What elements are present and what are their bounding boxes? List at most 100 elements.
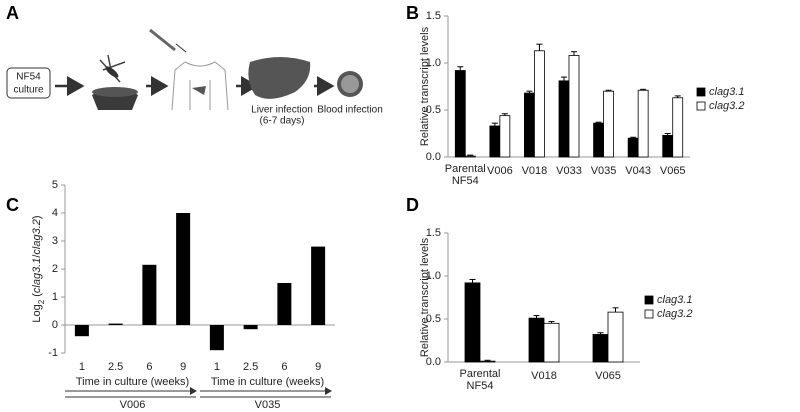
x-tick-label: V043 bbox=[625, 165, 651, 177]
bar bbox=[607, 311, 624, 363]
error-bar bbox=[526, 90, 533, 94]
error-bar bbox=[501, 113, 508, 116]
y-axis-label-part: ( bbox=[31, 293, 43, 297]
x-tick-label: 9 bbox=[315, 361, 321, 373]
bar bbox=[176, 213, 191, 325]
y-axis-label-part: 2 bbox=[37, 299, 46, 304]
legend-swatch bbox=[696, 87, 706, 97]
y-axis-label-part: Log bbox=[31, 304, 43, 322]
error-bar bbox=[467, 154, 474, 157]
x-tick-label: V018 bbox=[522, 165, 548, 177]
x-tick-label: 1 bbox=[79, 361, 85, 373]
error-bar bbox=[640, 88, 647, 91]
blood-cell bbox=[341, 75, 359, 93]
y-tick-label: 1 bbox=[52, 291, 58, 303]
x-tick-label: 2.5 bbox=[108, 361, 123, 373]
bar bbox=[277, 283, 292, 325]
group-label: V035 bbox=[255, 399, 281, 411]
bar bbox=[603, 90, 614, 158]
legend-swatch bbox=[644, 309, 654, 319]
error-bar bbox=[630, 136, 637, 139]
bar bbox=[454, 70, 466, 158]
y-axis-label-part: clag3.1 bbox=[31, 258, 43, 293]
error-bar bbox=[597, 332, 604, 335]
legend-label: clag3.2 bbox=[657, 308, 692, 320]
y-tick-label: 0.5 bbox=[426, 313, 441, 325]
error-bar bbox=[548, 321, 555, 324]
error-bar bbox=[469, 278, 476, 283]
y-axis-label-part: clag3.2 bbox=[31, 219, 43, 254]
x-tick-label: V006 bbox=[487, 165, 513, 177]
group-label: V006 bbox=[120, 399, 146, 411]
y-axis-label-part: / bbox=[31, 254, 43, 258]
y-tick-label: 2 bbox=[52, 263, 58, 275]
error-bar bbox=[664, 133, 671, 136]
error-bar bbox=[595, 121, 602, 124]
error-bar bbox=[605, 89, 612, 92]
x-tick-label: NF54 bbox=[452, 175, 479, 187]
bar bbox=[243, 325, 258, 330]
panel-label: C bbox=[6, 195, 19, 215]
x-tick-label: 6 bbox=[281, 361, 287, 373]
bar bbox=[593, 122, 604, 158]
bar bbox=[499, 115, 511, 158]
error-bar bbox=[612, 307, 619, 313]
error-bar bbox=[491, 122, 498, 126]
bar bbox=[464, 155, 476, 158]
legend-label: clag3.1 bbox=[657, 294, 692, 306]
bar bbox=[662, 134, 674, 158]
legend-swatch bbox=[644, 295, 654, 305]
x-axis-label: Time in culture (weeks) bbox=[76, 376, 189, 388]
legend-label: clag3.1 bbox=[709, 86, 744, 98]
x-tick-label: 6 bbox=[146, 361, 152, 373]
error-bar bbox=[536, 43, 543, 51]
y-tick-label: 3 bbox=[52, 235, 58, 247]
error-bar bbox=[571, 51, 577, 56]
bar bbox=[528, 317, 545, 363]
panel-label: D bbox=[406, 195, 419, 215]
culture-label: culture bbox=[13, 85, 43, 96]
x-axis-label: Time in culture (weeks) bbox=[211, 376, 324, 388]
bar bbox=[479, 360, 496, 363]
liver-label: (6-7 days) bbox=[259, 116, 304, 127]
x-tick-label: Parental bbox=[460, 368, 501, 380]
y-tick-label: 1.0 bbox=[426, 270, 441, 282]
x-tick-label: V065 bbox=[660, 165, 686, 177]
bar bbox=[142, 264, 157, 325]
x-tick-label: V018 bbox=[531, 370, 557, 382]
error-bar bbox=[457, 66, 464, 71]
bar bbox=[558, 80, 570, 158]
bar bbox=[637, 89, 649, 158]
panel-a: A NF54 culture Liver infection (6-7 days… bbox=[6, 3, 383, 127]
bar bbox=[568, 55, 580, 158]
mosquito-feeder bbox=[92, 54, 138, 110]
x-tick-label: V065 bbox=[595, 370, 621, 382]
blood-label: Blood infection bbox=[317, 105, 383, 116]
y-tick-label: 1.0 bbox=[426, 57, 441, 69]
y-tick-label: 1.5 bbox=[426, 227, 441, 239]
bar bbox=[524, 92, 535, 158]
culture-label: NF54 bbox=[16, 72, 41, 83]
y-axis-label-part: ) bbox=[31, 215, 43, 219]
y-tick-label: 0.0 bbox=[426, 151, 441, 163]
x-tick-label: V033 bbox=[556, 165, 582, 177]
bar bbox=[108, 323, 123, 325]
y-tick-label: 0 bbox=[52, 319, 58, 331]
x-tick-label: 1 bbox=[214, 361, 220, 373]
bar bbox=[464, 282, 481, 363]
x-tick-label: V035 bbox=[591, 165, 617, 177]
bar bbox=[209, 325, 224, 351]
bar bbox=[311, 246, 326, 325]
legend-swatch bbox=[696, 101, 706, 111]
panel-label: B bbox=[406, 3, 419, 23]
error-bar bbox=[484, 359, 491, 362]
bar bbox=[543, 322, 560, 363]
x-tick-label: 2.5 bbox=[243, 361, 258, 373]
bar bbox=[672, 97, 684, 158]
y-tick-label: 5 bbox=[52, 179, 58, 191]
error-bar bbox=[533, 315, 540, 319]
x-tick-label: Parental bbox=[445, 163, 486, 175]
x-tick-label: 9 bbox=[180, 361, 186, 373]
bar bbox=[592, 334, 609, 363]
